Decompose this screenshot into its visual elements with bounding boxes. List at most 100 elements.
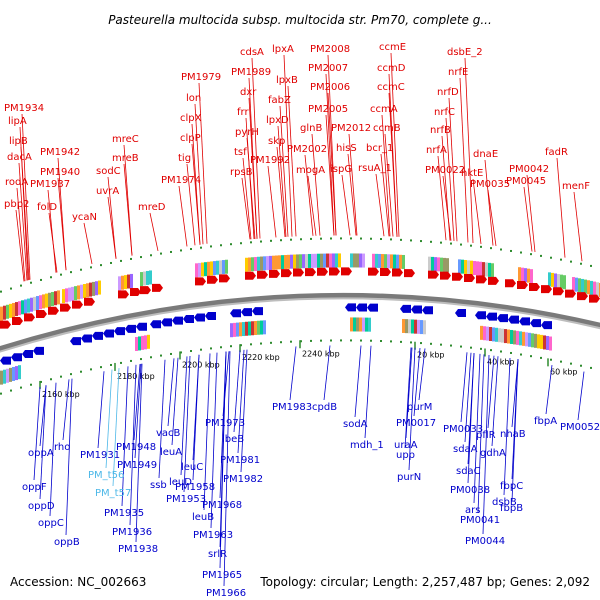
gene-label[interactable]: PM2002 (287, 144, 327, 155)
gene-label[interactable]: ccmA (370, 104, 398, 115)
gene-label[interactable]: menF (562, 181, 590, 192)
gene-label[interactable]: gdhA (480, 448, 506, 459)
gene-label[interactable]: leuA (160, 447, 182, 458)
gene-label[interactable]: fbpB (500, 503, 523, 514)
gene-label[interactable]: sodC (96, 166, 121, 177)
gene-label[interactable]: PM0022 (425, 165, 465, 176)
gene-label[interactable]: mreD (138, 202, 166, 213)
gene-label[interactable]: PM1931 (80, 450, 120, 461)
gene-label[interactable]: fbpC (500, 481, 523, 492)
gene-label[interactable]: PM1966 (206, 588, 246, 599)
gene-label[interactable]: ccmB (373, 123, 401, 134)
gene-label[interactable]: upp (396, 450, 415, 461)
gene-label[interactable]: PM2006 (310, 82, 350, 93)
gene-label[interactable]: PM0042 (509, 164, 549, 175)
gene-label[interactable]: PM1942 (40, 147, 80, 158)
gene-label[interactable]: PM0038 (450, 485, 490, 496)
gene-label[interactable]: PM1949 (117, 460, 157, 471)
gene-label[interactable]: PM1940 (40, 167, 80, 178)
gene-label[interactable]: folD (37, 202, 57, 213)
gene-label[interactable]: sodA (343, 419, 368, 430)
gene-label[interactable]: purM (407, 402, 432, 413)
gene-label[interactable]: mogA (296, 165, 325, 176)
gene-label[interactable]: PM1981 (220, 455, 260, 466)
gene-label[interactable]: PM2005 (308, 104, 348, 115)
gene-label[interactable]: nrfA (426, 145, 447, 156)
gene-label[interactable]: nhaB (500, 429, 526, 440)
gene-label[interactable]: PM1936 (112, 527, 152, 538)
gene-label[interactable]: PM0017 (396, 418, 436, 429)
gene-label[interactable]: pflR (476, 430, 496, 441)
gene-label[interactable]: fbpA (534, 416, 557, 427)
gene-label[interactable]: PM1953 (166, 494, 206, 505)
gene-label[interactable]: lipA (8, 116, 27, 127)
gene-label[interactable]: dxr (240, 87, 257, 98)
gene-label[interactable]: ssb (150, 480, 167, 491)
gene-label[interactable]: skp (268, 136, 285, 147)
gene-label[interactable]: pbp2 (4, 199, 29, 210)
gene-label[interactable]: oppA (28, 448, 54, 459)
gene-label[interactable]: lon (186, 93, 201, 104)
gene-label[interactable]: vacB (156, 428, 181, 439)
gene-label[interactable]: PM1935 (104, 508, 144, 519)
gene-label[interactable]: PM0044 (465, 536, 505, 547)
gene-label[interactable]: glnB (300, 123, 322, 134)
gene-label[interactable]: hisS (336, 143, 357, 154)
gene-label[interactable]: purN (397, 472, 421, 483)
gene-label[interactable]: hktE (461, 168, 483, 179)
gene-label[interactable]: lpxB (276, 75, 298, 86)
gene-label[interactable]: PM_t56 (88, 470, 124, 481)
gene-label[interactable]: fabZ (268, 95, 291, 106)
gene-label[interactable]: clpP (180, 133, 201, 144)
gene-label[interactable]: mreC (112, 134, 139, 145)
gene-label[interactable]: oppB (54, 537, 80, 548)
gene-label[interactable]: dsbB (492, 497, 517, 508)
gene-label[interactable]: frr (237, 107, 249, 118)
gene-label[interactable]: PM0052 (560, 422, 600, 433)
gene-label[interactable]: PM1989 (231, 67, 271, 78)
gene-label[interactable]: PM0045 (506, 176, 546, 187)
gene-label[interactable]: uvrA (96, 186, 119, 197)
gene-label[interactable]: rsuA_1 (358, 163, 392, 174)
gene-label[interactable]: dsbE_2 (447, 47, 483, 58)
gene-label[interactable]: lipB (9, 136, 28, 147)
gene-label[interactable]: leuD (169, 477, 192, 488)
gene-label[interactable]: mdh_1 (350, 440, 384, 451)
gene-label[interactable]: PM1973 (205, 418, 245, 429)
gene-label[interactable]: PM1958 (175, 482, 215, 493)
gene-label[interactable]: nrfE (448, 67, 468, 78)
gene-label[interactable]: ycaN (72, 212, 97, 223)
gene-label[interactable]: PM0035 (470, 179, 510, 190)
gene-label[interactable]: pyrH (235, 127, 259, 138)
gene-label[interactable]: ccmC (377, 82, 405, 93)
gene-label[interactable]: ccmD (377, 63, 406, 74)
gene-label[interactable]: clpX (180, 113, 202, 124)
gene-label[interactable]: ars (465, 505, 480, 516)
gene-label[interactable]: PM1963 (193, 530, 233, 541)
gene-label[interactable]: PM_t57 (95, 488, 131, 499)
gene-label[interactable]: PM1934 (4, 103, 44, 114)
gene-label[interactable]: tig (178, 153, 191, 164)
gene-label[interactable]: srlR (208, 549, 227, 560)
gene-label[interactable]: PM1983 (272, 402, 312, 413)
gene-label[interactable]: lpxD (266, 115, 289, 126)
gene-label[interactable]: sdaA (453, 444, 478, 455)
gene-label[interactable]: dacA (7, 152, 32, 163)
gene-label[interactable]: nrfC (434, 107, 455, 118)
gene-label[interactable]: rodA (5, 177, 28, 188)
gene-label[interactable]: nrfD (437, 87, 459, 98)
gene-label[interactable]: PM2007 (308, 63, 348, 74)
gene-label[interactable]: leuC (181, 462, 203, 473)
gene-label[interactable]: leuB (192, 512, 214, 523)
gene-label[interactable]: PM1974 (161, 175, 201, 186)
gene-label[interactable]: oppF (22, 482, 47, 493)
gene-label[interactable]: oppD (28, 501, 55, 512)
gene-label[interactable]: PM1965 (202, 570, 242, 581)
gene-label[interactable]: ispG (330, 164, 352, 175)
gene-label[interactable]: uraA (394, 440, 418, 451)
gene-label[interactable]: PM1992 (250, 155, 290, 166)
gene-label[interactable]: nrfB (430, 125, 451, 136)
gene-label[interactable]: PM1937 (30, 179, 70, 190)
gene-label[interactable]: mreB (112, 153, 139, 164)
gene-label[interactable]: PM2008 (310, 44, 350, 55)
